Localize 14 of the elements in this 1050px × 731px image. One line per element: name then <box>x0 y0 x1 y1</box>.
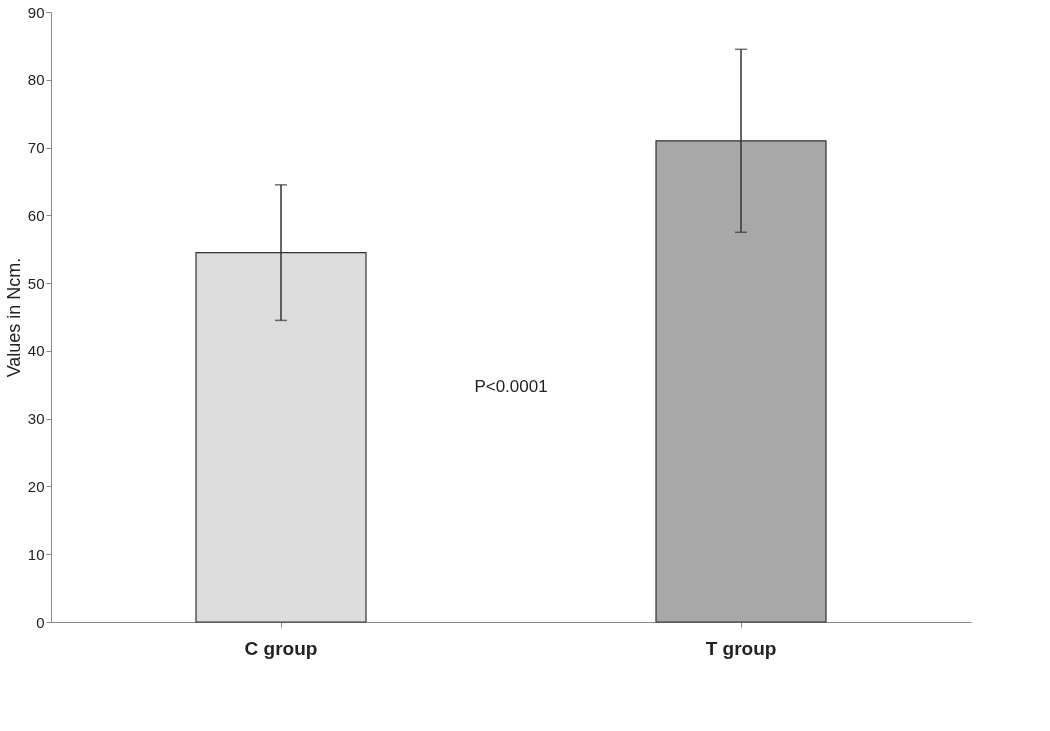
y-axis-title: Values in Ncm. <box>3 257 24 378</box>
y-tick-label: 50 <box>27 274 45 292</box>
y-tick-label: 10 <box>27 545 45 563</box>
x-tick-label: C group <box>244 637 318 659</box>
annotation: P<0.0001 <box>474 377 548 396</box>
y-tick-label: 40 <box>27 342 45 360</box>
y-tick-label: 20 <box>27 477 45 495</box>
y-tick-label: 70 <box>27 139 45 157</box>
y-tick-label: 90 <box>27 3 45 21</box>
y-tick-label: 0 <box>36 613 45 631</box>
y-tick-label: 30 <box>27 410 45 428</box>
y-tick-label: 60 <box>27 206 45 224</box>
y-tick-label: 80 <box>27 71 45 89</box>
x-tick-label: T group <box>705 637 777 659</box>
